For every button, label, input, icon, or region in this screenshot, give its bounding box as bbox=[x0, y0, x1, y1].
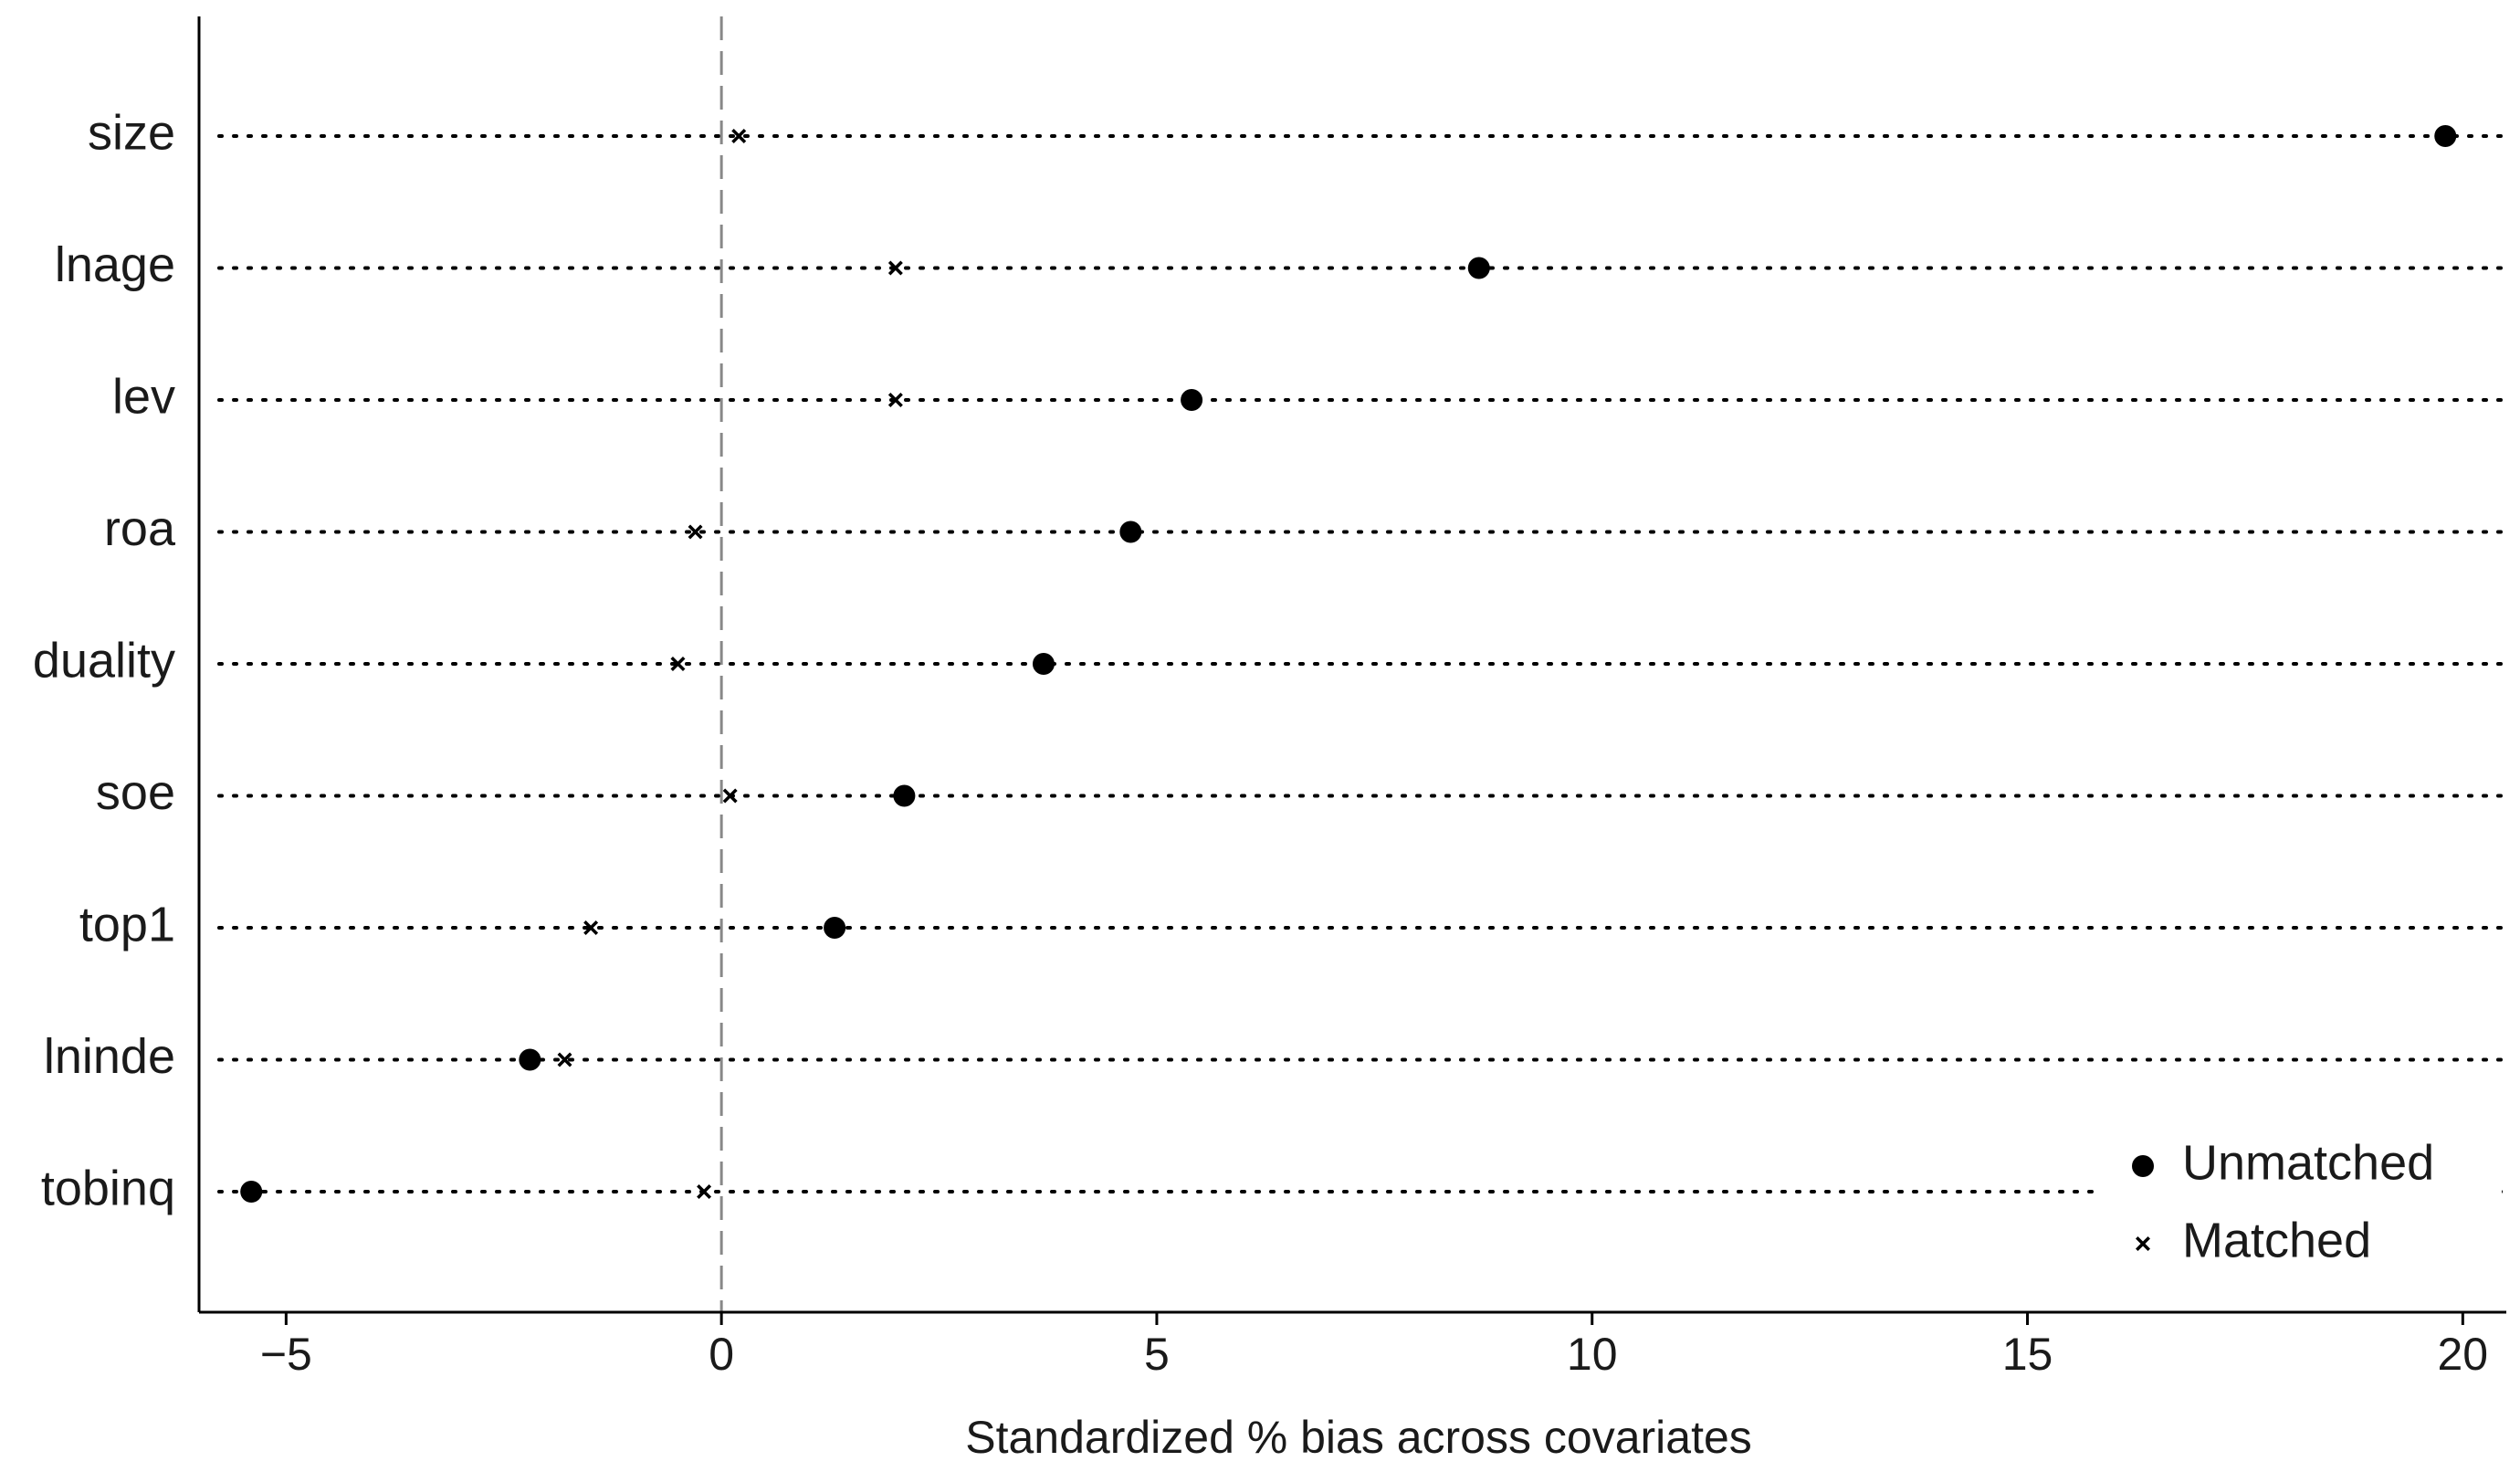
x-tick-label: 15 bbox=[2002, 1329, 2053, 1380]
marker-cross bbox=[722, 788, 738, 804]
y-tick-label: top1 bbox=[79, 897, 175, 952]
marker-circle bbox=[1181, 389, 1203, 411]
x-tick-label: 20 bbox=[2438, 1329, 2489, 1380]
y-tick-label: tobinq bbox=[41, 1161, 175, 1215]
marker-circle bbox=[519, 1048, 541, 1071]
marker-circle bbox=[1467, 257, 1490, 279]
y-tick-label: lninde bbox=[44, 1029, 175, 1084]
marker-cross bbox=[670, 657, 686, 671]
marker-cross bbox=[583, 920, 599, 935]
x-tick-label: −5 bbox=[260, 1329, 312, 1380]
marker-circle bbox=[2132, 1155, 2154, 1177]
marker-circle bbox=[824, 917, 846, 939]
marker-cross bbox=[887, 393, 903, 407]
marker-circle bbox=[240, 1181, 263, 1203]
x-axis-label: Standardized % bias across covariates bbox=[965, 1412, 1752, 1463]
y-tick-label: lev bbox=[112, 369, 175, 424]
marker-circle bbox=[1119, 520, 1142, 543]
legend-background bbox=[2100, 1116, 2502, 1289]
y-tick-label: soe bbox=[96, 765, 175, 820]
marker-circle bbox=[893, 784, 916, 807]
x-tick-label: 0 bbox=[709, 1329, 734, 1380]
x-tick-label: 5 bbox=[1144, 1329, 1170, 1380]
x-tick-label: 10 bbox=[1567, 1329, 1618, 1380]
marker-cross bbox=[557, 1052, 572, 1067]
marker-circle bbox=[1032, 653, 1055, 675]
legend-label: Matched bbox=[2182, 1213, 2371, 1267]
y-tick-label: lnage bbox=[55, 237, 175, 292]
legend-label: Unmatched bbox=[2182, 1135, 2434, 1190]
y-tick-label: size bbox=[88, 105, 175, 160]
marker-cross bbox=[731, 129, 747, 143]
marker-cross bbox=[2136, 1236, 2150, 1251]
marker-cross bbox=[887, 260, 903, 276]
marker-circle bbox=[2434, 125, 2457, 147]
y-tick-label: roa bbox=[104, 501, 176, 556]
marker-cross bbox=[697, 1184, 712, 1199]
marker-cross bbox=[688, 524, 703, 540]
y-tick-label: duality bbox=[33, 633, 175, 688]
